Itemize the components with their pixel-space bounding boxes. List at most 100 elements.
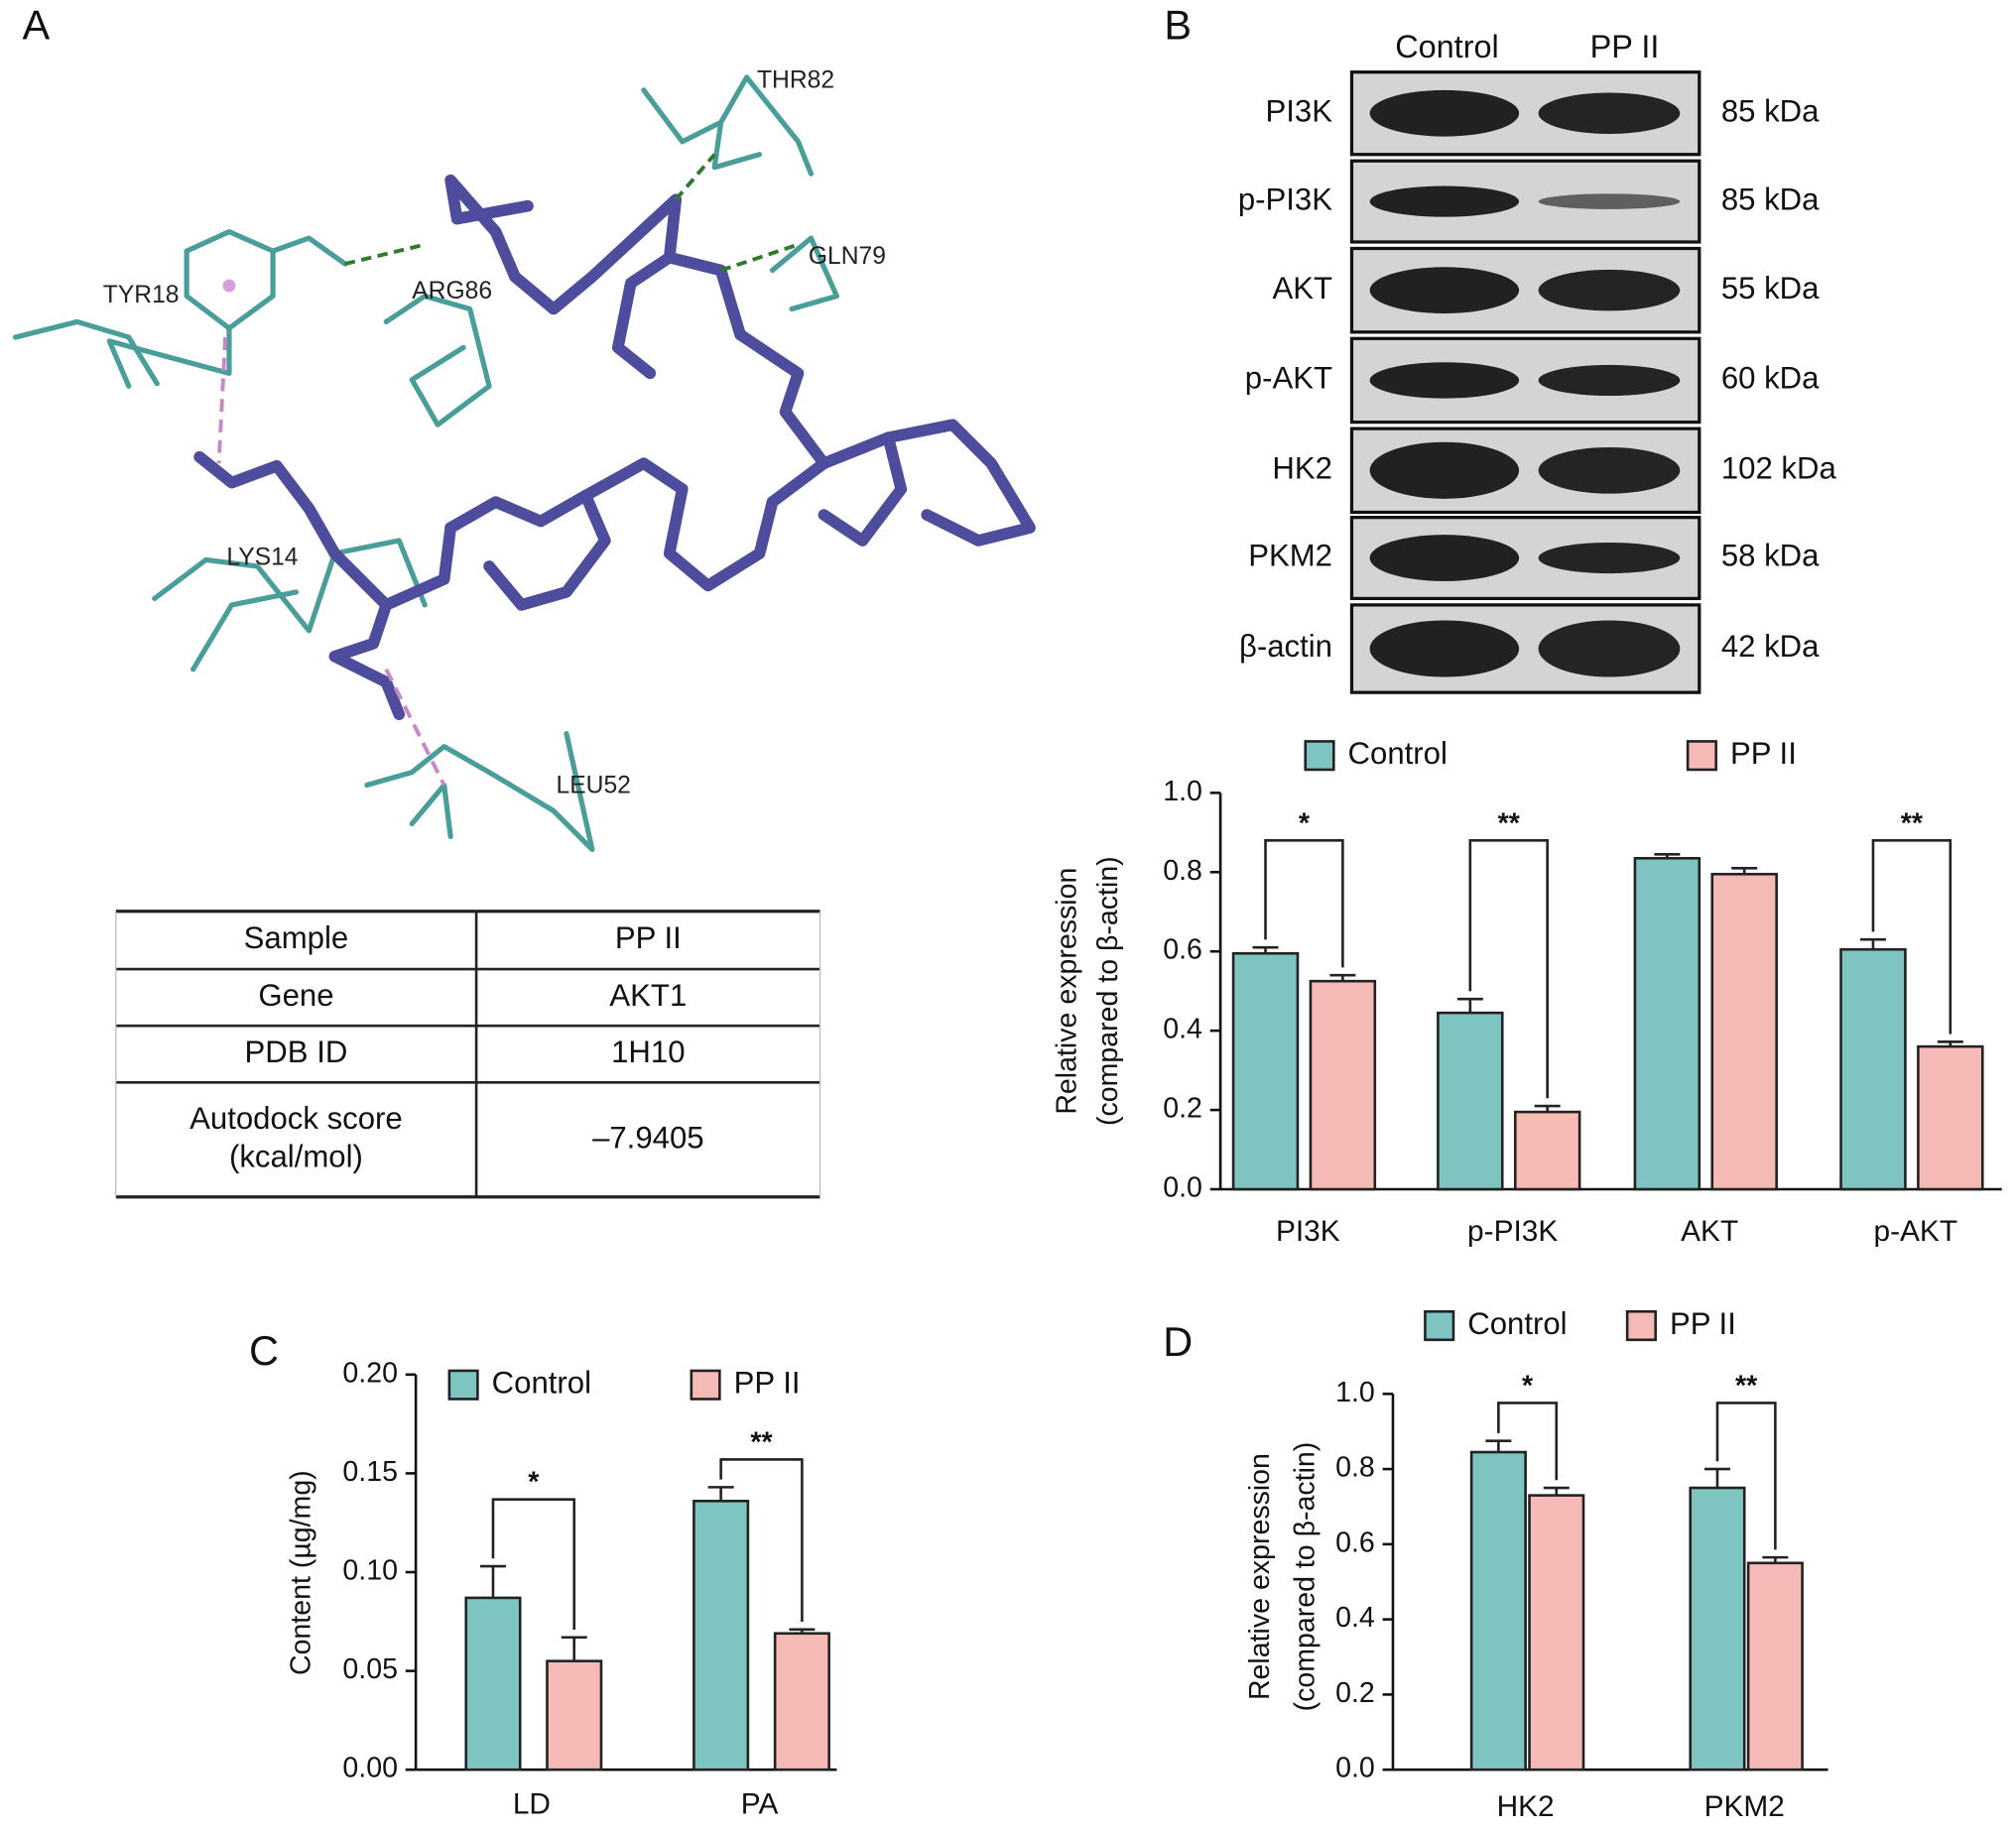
y-axis-label: (compared to β-actin) <box>1290 1442 1322 1712</box>
legend-label: Control <box>1467 1306 1567 1341</box>
significance-label: ** <box>1735 1370 1758 1402</box>
blot-band <box>1369 89 1520 137</box>
panel-label: B <box>1164 2 1192 49</box>
y-tick-label: 0.00 <box>342 1753 398 1784</box>
table-cell: 1H10 <box>611 1035 685 1069</box>
blot-protein: p-AKT <box>1245 361 1332 396</box>
y-tick-label: 0.8 <box>1335 1452 1375 1484</box>
legend-label: PP II <box>734 1365 801 1400</box>
x-tick-label: AKT <box>1681 1215 1738 1248</box>
y-tick-label: 0.8 <box>1163 855 1202 887</box>
table-cell: Autodock score <box>189 1101 403 1136</box>
y-tick-label: 0.4 <box>1163 1014 1202 1045</box>
blot-column: Control <box>1395 29 1499 64</box>
bar <box>1839 947 1907 1191</box>
legend-swatch <box>1625 1309 1657 1342</box>
residue-label: GLN79 <box>809 243 886 270</box>
y-tick-label: 0.6 <box>1163 934 1202 966</box>
significance-label: ** <box>1498 807 1521 839</box>
y-tick-label: 0.15 <box>342 1456 398 1488</box>
y-tick-label: 0.20 <box>342 1357 398 1389</box>
significance-bracket <box>1715 1402 1777 1550</box>
residue-label: ARG86 <box>412 278 492 305</box>
bar <box>1633 856 1701 1191</box>
y-axis-label: Content (µg/mg) <box>285 1470 316 1675</box>
bar <box>1437 1011 1504 1191</box>
bar <box>693 1500 750 1771</box>
table-cell: (kcal/mol) <box>229 1140 363 1174</box>
blot-size: 60 kDa <box>1721 361 1820 396</box>
blot-protein: PKM2 <box>1248 539 1332 573</box>
blot-frame <box>1349 70 1701 694</box>
legend-swatch <box>447 1369 479 1401</box>
y-tick-label: 1.0 <box>1335 1377 1375 1408</box>
y-tick-label: 0.0 <box>1163 1172 1202 1204</box>
y-axis-label: Relative expression <box>1052 868 1083 1115</box>
residue-label: THR82 <box>757 66 834 93</box>
legend-swatch <box>1304 740 1335 772</box>
legend-label: Control <box>492 1365 591 1400</box>
blot-protein: HK2 <box>1272 451 1332 486</box>
panel-label: A <box>22 2 50 49</box>
x-tick-label: p-AKT <box>1874 1215 1958 1248</box>
y-tick-label: 0.05 <box>342 1653 398 1685</box>
bar <box>773 1632 830 1771</box>
y-tick-label: 0.2 <box>1335 1677 1375 1709</box>
significance-bracket <box>1468 839 1549 1099</box>
x-tick-label: PA <box>741 1787 779 1820</box>
significance-label: * <box>1299 807 1311 839</box>
panel-label: D <box>1163 1318 1193 1365</box>
blot-size: 85 kDa <box>1721 93 1820 128</box>
y-tick-label: 0.10 <box>342 1555 398 1587</box>
blot-size: 42 kDa <box>1721 629 1820 664</box>
blot-protein: p-PI3K <box>1238 182 1332 216</box>
x-tick-label: PI3K <box>1276 1215 1340 1248</box>
significance-label: ** <box>1901 807 1924 839</box>
significance-bracket <box>1871 839 1953 1035</box>
blot-protein: PI3K <box>1266 93 1333 128</box>
y-tick-label: 0.2 <box>1163 1093 1202 1125</box>
x-tick-label: HK2 <box>1497 1790 1555 1823</box>
blot-band <box>1538 364 1681 397</box>
x-tick-label: p-PI3K <box>1467 1215 1558 1248</box>
residue-label: LEU52 <box>557 772 631 798</box>
y-tick-label: 0.4 <box>1335 1602 1375 1634</box>
blot-band <box>1538 620 1681 677</box>
significance-bracket <box>491 1498 576 1630</box>
significance-label: * <box>528 1467 540 1499</box>
y-axis-label: Relative expression <box>1244 1453 1276 1700</box>
significance-label: * <box>1522 1370 1534 1402</box>
bar <box>1513 1110 1581 1191</box>
table-cell: AKT1 <box>609 978 687 1013</box>
bar <box>1917 1044 1984 1191</box>
residue-label: TYR18 <box>103 282 180 308</box>
significance-bracket <box>719 1458 804 1622</box>
legend-swatch <box>690 1369 721 1401</box>
significance-bracket <box>1497 1402 1559 1481</box>
blot-band <box>1538 193 1681 209</box>
legend-swatch <box>1686 740 1717 772</box>
blot-protein: AKT <box>1272 271 1332 305</box>
bar <box>1746 1561 1804 1771</box>
x-tick-label: LD <box>513 1787 551 1820</box>
y-tick-label: 0.0 <box>1335 1753 1375 1784</box>
molecule-drawing <box>12 74 1036 853</box>
table-cell: –7.9405 <box>592 1120 704 1155</box>
blot-size: 102 kDa <box>1721 451 1837 486</box>
bar <box>546 1659 603 1771</box>
blot-band <box>1538 269 1681 311</box>
table-cell: PDB ID <box>245 1035 348 1069</box>
bar <box>1309 979 1377 1191</box>
bar <box>1469 1450 1527 1771</box>
legend-label: PP II <box>1730 736 1797 771</box>
blot-band <box>1369 620 1520 677</box>
residue-label: LYS14 <box>226 545 298 571</box>
y-tick-label: 0.6 <box>1335 1526 1375 1558</box>
x-tick-label: PKM2 <box>1704 1790 1785 1823</box>
panel-label: C <box>249 1327 279 1374</box>
blot-band <box>1538 446 1681 494</box>
bar <box>1528 1494 1585 1771</box>
blot-protein: β-actin <box>1239 629 1332 664</box>
